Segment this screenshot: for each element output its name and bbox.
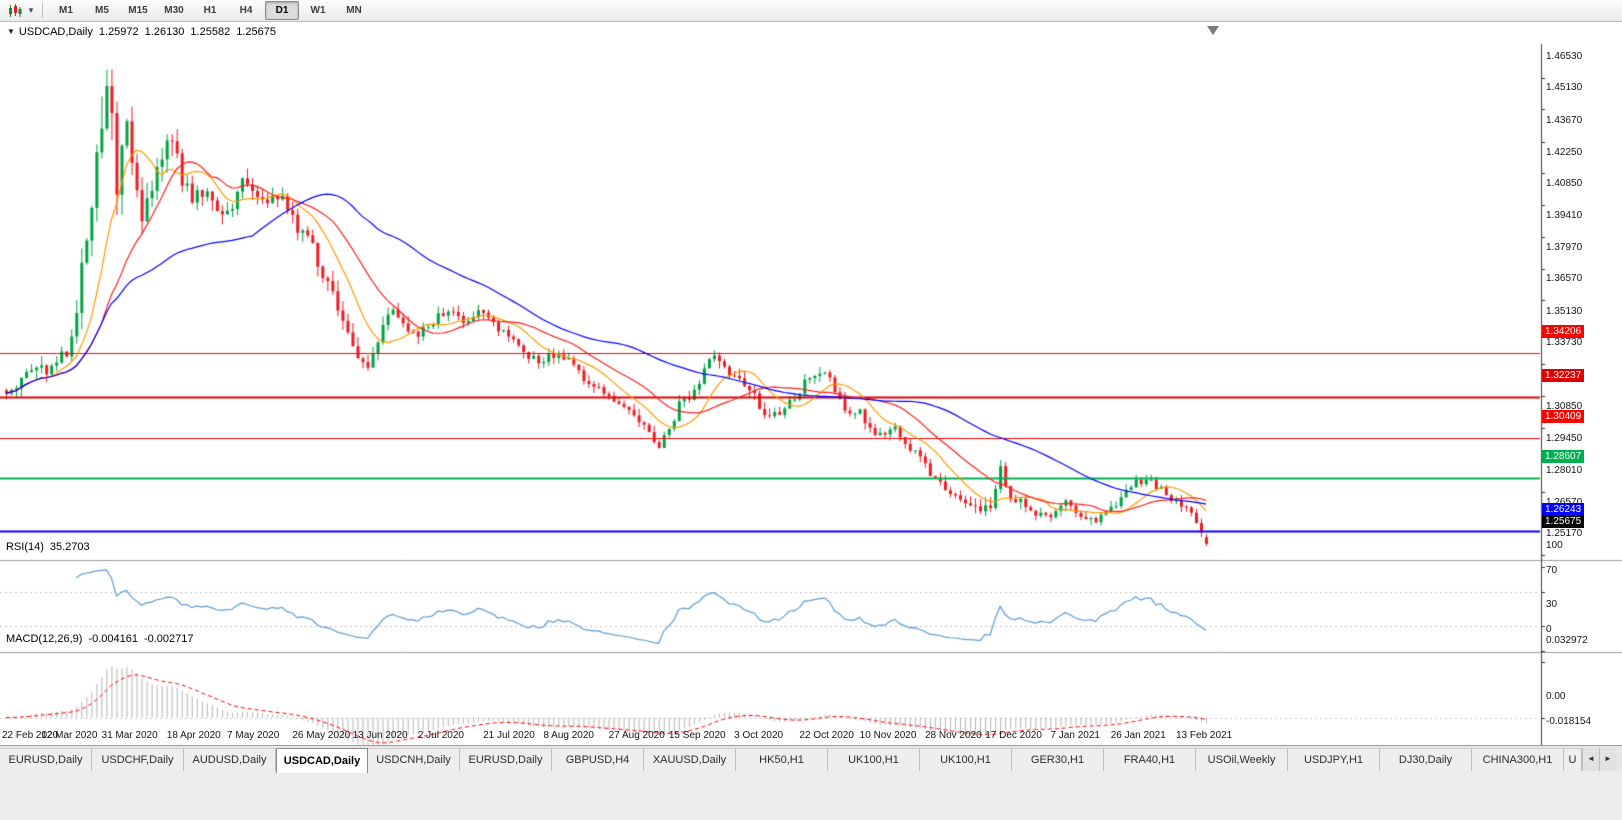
bottom-strip: [0, 771, 1622, 798]
chart-tab-usdchf-daily[interactable]: USDCHF,Daily: [92, 748, 184, 771]
chart-tab-hk50-h1[interactable]: HK50,H1: [736, 748, 828, 771]
price-chart-canvas[interactable]: [0, 22, 1622, 820]
toolbar-separator: [42, 3, 43, 18]
top-toolbar: ▾ M1 M5 M15 M30 H1 H4 D1 W1 MN: [0, 0, 1622, 22]
chart-tab-uk100-h1[interactable]: UK100,H1: [828, 748, 920, 771]
timeframe-button-h4[interactable]: H4: [239, 5, 253, 16]
chart-tab-china300-h1[interactable]: CHINA300,H1: [1472, 748, 1564, 771]
timeframe-button-group: M1 M5 M15 M30 H1 H4 D1 W1 MN: [48, 1, 372, 20]
chart-tab-eurusd-daily[interactable]: EURUSD,Daily: [460, 748, 552, 771]
chart-tab-audusd-daily[interactable]: AUDUSD,Daily: [184, 748, 276, 771]
candlestick-chart-icon[interactable]: [5, 2, 25, 20]
chart-tab-overflow[interactable]: U: [1564, 748, 1582, 771]
chart-tab-usdjpy-h1[interactable]: USDJPY,H1: [1288, 748, 1380, 771]
timeframe-button-h1[interactable]: H1: [203, 5, 217, 16]
chart-tab-usoil-weekly[interactable]: USOil,Weekly: [1196, 748, 1288, 771]
chart-region: [0, 22, 1622, 820]
chart-tab-usdcnh-daily[interactable]: USDCNH,Daily: [368, 748, 460, 771]
chart-tab-bar: EURUSD,Daily USDCHF,Daily AUDUSD,Daily USDC…: [0, 745, 1622, 773]
chart-tab-dj30-daily[interactable]: DJ30,Daily: [1380, 748, 1472, 771]
timeframe-button-m1[interactable]: M1: [59, 5, 73, 16]
chart-tab-eurusd-daily[interactable]: EURUSD,Daily: [0, 748, 92, 771]
tab-scroll-right-button[interactable]: ►: [1599, 748, 1616, 771]
chart-tab-gbpusd-h4[interactable]: GBPUSD,H4: [552, 748, 644, 771]
chart-tab-usdcad-daily[interactable]: USDCAD,Daily: [276, 748, 368, 773]
chart-tab-xauusd-daily[interactable]: XAUUSD,Daily: [644, 748, 736, 771]
timeframe-button-m15[interactable]: M15: [128, 5, 148, 16]
chevron-down-icon[interactable]: ▾: [28, 5, 34, 15]
timeframe-button-m30[interactable]: M30: [164, 5, 184, 16]
chart-tab-uk100-h1[interactable]: UK100,H1: [920, 748, 1012, 771]
timeframe-button-mn[interactable]: MN: [346, 5, 362, 16]
chart-tab-ger30-h1[interactable]: GER30,H1: [1012, 748, 1104, 771]
timeframe-button-d1[interactable]: D1: [265, 1, 299, 20]
timeframe-button-m5[interactable]: M5: [95, 5, 109, 16]
chart-tab-fra40-h1[interactable]: FRA40,H1: [1104, 748, 1196, 771]
timeframe-button-w1[interactable]: W1: [310, 5, 326, 16]
tab-scroll-left-button[interactable]: ◄: [1582, 748, 1599, 771]
chart-tabs: EURUSD,Daily USDCHF,Daily AUDUSD,Daily USDC…: [0, 748, 1564, 773]
